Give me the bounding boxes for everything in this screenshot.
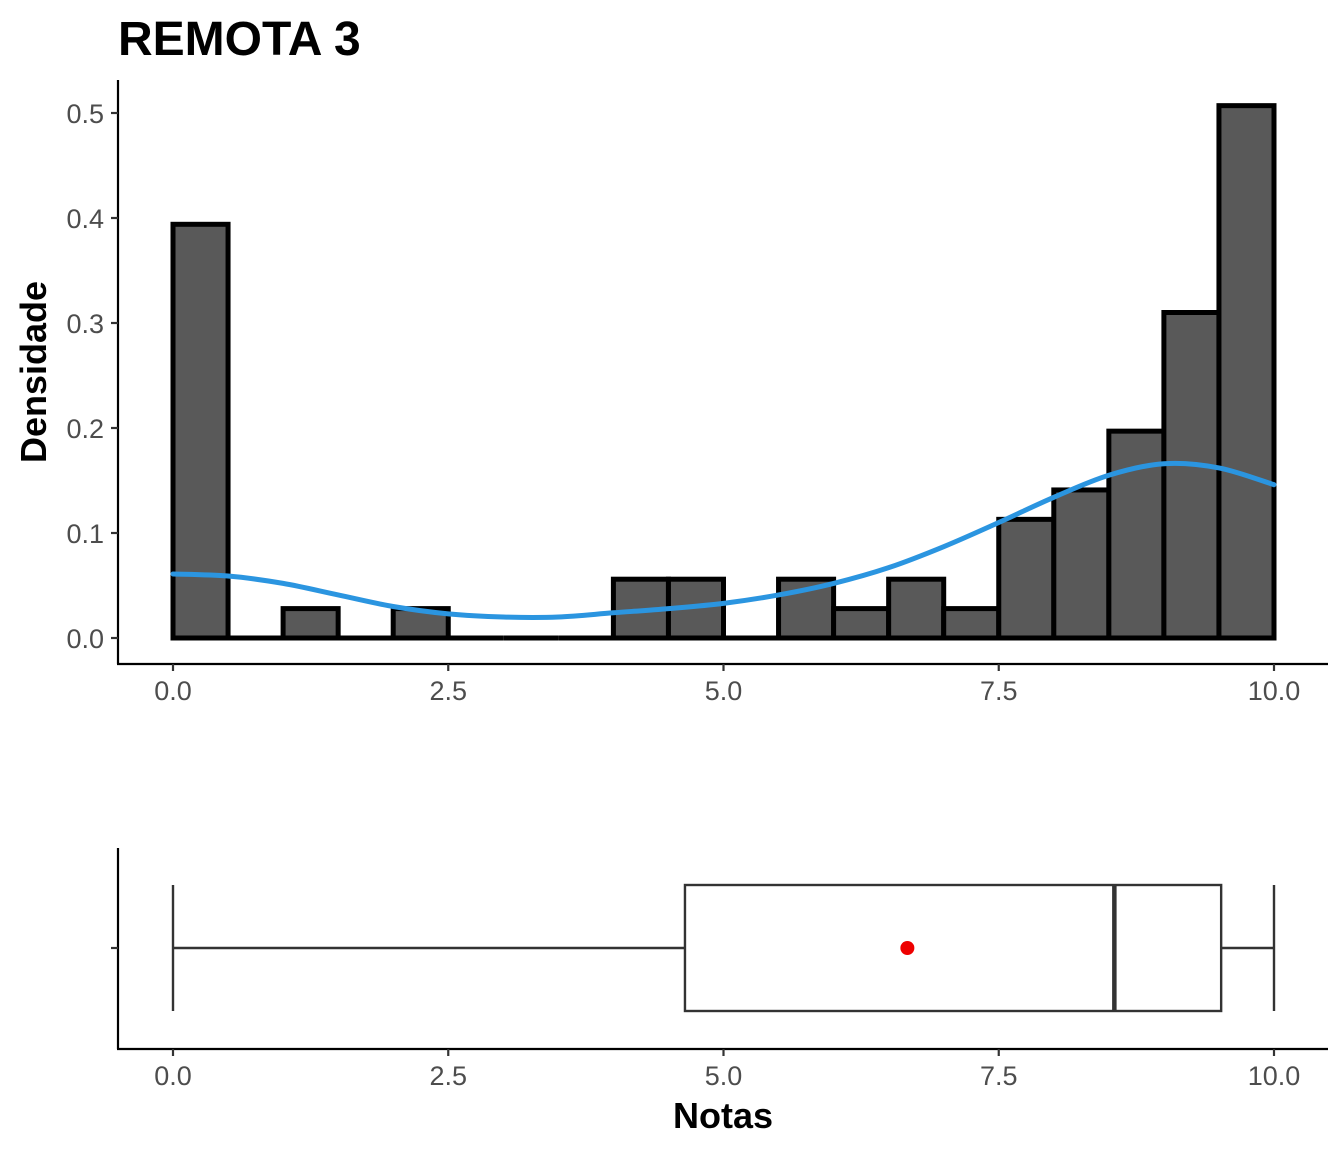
y-tick-label: 0.3: [66, 309, 104, 339]
histogram-bar: [280, 606, 341, 641]
chart-title: REMOTA 3: [118, 13, 361, 66]
y-tick-label: 0.2: [66, 414, 104, 444]
histogram-bars: [170, 103, 1277, 641]
x-tick-label: 10.0: [1248, 676, 1301, 706]
x-axis-title: Notas: [673, 1095, 773, 1136]
boxplot-panel: 0.0 2.5 5.0 7.5 10.0 Notas: [111, 848, 1328, 1136]
histogram-bar: [1216, 103, 1277, 641]
x-tick-label: 7.5: [980, 1061, 1018, 1091]
x-tick-label: 5.0: [705, 1061, 743, 1091]
y-tick-label: 0.0: [66, 624, 104, 654]
histogram-bar: [831, 606, 892, 641]
y-tick-label: 0.4: [66, 204, 104, 234]
x-tick-label: 2.5: [429, 1061, 467, 1091]
boxplot-elements: [171, 883, 1276, 1013]
histogram-x-ticks: 0.0 2.5 5.0 7.5 10.0: [154, 664, 1300, 706]
boxplot-x-ticks: 0.0 2.5 5.0 7.5 10.0: [154, 1049, 1300, 1091]
x-tick-label: 0.0: [154, 676, 192, 706]
interquartile-box: [683, 883, 1223, 1013]
mean-point: [900, 941, 915, 955]
histogram-bar: [1161, 310, 1222, 641]
histogram-y-ticks: 0.0 0.1 0.2 0.3 0.4 0.5: [66, 99, 118, 654]
histogram-bar: [1051, 487, 1112, 641]
density-curve: [170, 460, 1277, 620]
histogram-bar: [170, 221, 231, 641]
x-tick-label: 7.5: [980, 676, 1018, 706]
x-tick-label: 10.0: [1248, 1061, 1301, 1091]
histogram-bar: [996, 516, 1057, 641]
y-axis-title: Densidade: [13, 281, 54, 463]
x-tick-label: 2.5: [429, 676, 467, 706]
y-tick-label: 0.1: [66, 519, 104, 549]
x-tick-label: 5.0: [705, 676, 743, 706]
histogram-panel: 0.0 0.1 0.2 0.3 0.4 0.5 0.0 2.5 5.0 7.5 10.0 Dens…: [13, 80, 1328, 706]
histogram-bar: [941, 606, 1002, 641]
y-tick-label: 0.5: [66, 99, 104, 129]
histogram-bar: [886, 576, 947, 641]
x-tick-label: 0.0: [154, 1061, 192, 1091]
